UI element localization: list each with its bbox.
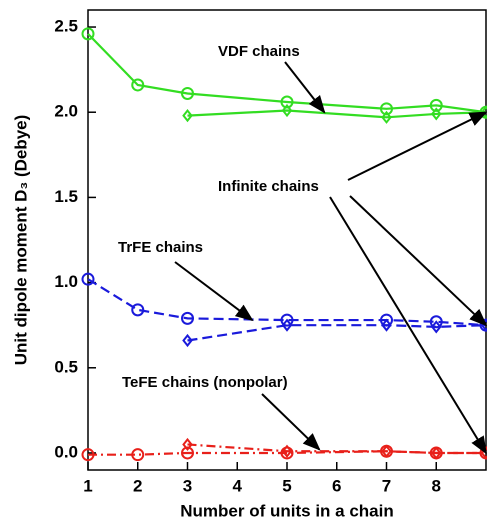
annotation: TeFE chains (nonpolar) [122,374,288,391]
data-point [381,318,392,332]
data-point [381,110,392,124]
data-point [81,27,95,41]
data-point [181,86,194,100]
data-point [281,318,293,332]
data-point [381,444,392,458]
data-point [380,102,393,116]
series-line [87,278,487,327]
x-tick-label: 3 [183,476,192,495]
y-tick-label: 1.0 [54,272,78,291]
data-point [280,95,294,109]
series-line [87,33,487,114]
data-point [81,448,95,462]
data-point [182,109,193,123]
x-tick-label: 1 [83,476,92,495]
data-point [430,320,442,334]
x-tick-label: 8 [432,476,441,495]
annotation-arrow [329,196,487,455]
annotation-arrow [284,61,326,114]
y-tick-label: 1.5 [54,187,78,206]
data-point [280,313,294,327]
data-point [281,444,293,458]
data-point [131,303,145,317]
data-point [430,107,442,121]
data-point [131,448,145,462]
data-point [182,437,193,452]
annotation: VDF chains [218,43,300,60]
annotation-arrow [174,261,254,322]
annotation-arrow [261,393,321,451]
x-axis-label: Number of units in a chain [180,501,393,520]
x-tick-label: 7 [382,476,391,495]
y-tick-label: 2.5 [54,17,78,36]
y-tick-label: 0.0 [54,442,78,461]
data-point [181,311,194,325]
data-point [131,78,145,92]
data-point [281,103,293,118]
y-tick-label: 0.5 [54,357,78,376]
series-line [187,109,487,119]
data-point [182,333,193,348]
y-axis-label: Unit dipole moment D₃ (Debye) [11,115,30,366]
x-tick-label: 6 [332,476,341,495]
x-tick-label: 4 [233,476,243,495]
annotation-arrow [347,111,487,181]
data-point [429,98,443,112]
y-tick-label: 2.0 [54,102,78,121]
series-line [187,324,487,342]
annotation: Infinite chains [218,178,319,195]
data-point [181,446,194,460]
annotation-arrow [349,195,487,327]
x-tick-label: 5 [282,476,291,495]
x-tick-label: 2 [133,476,142,495]
data-point [430,446,442,460]
data-point [81,272,95,286]
annotation: TrFE chains [118,239,203,256]
